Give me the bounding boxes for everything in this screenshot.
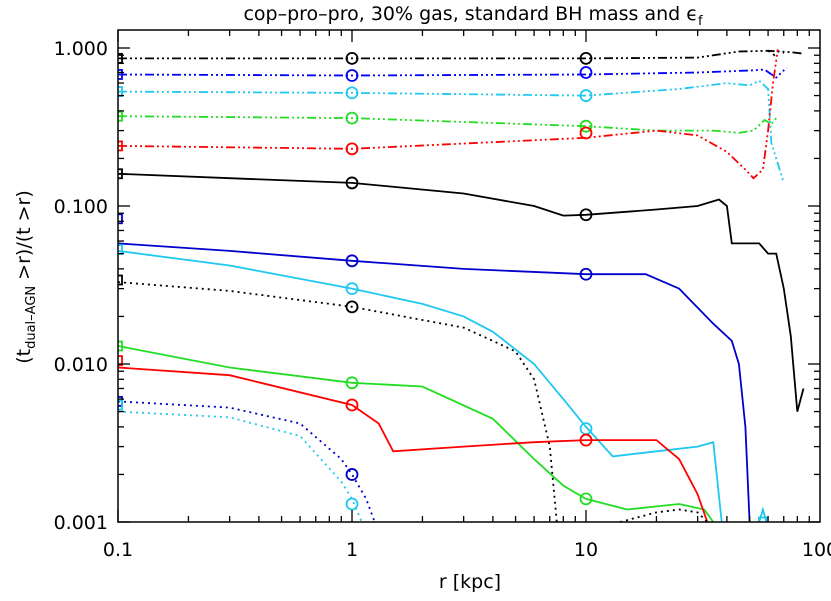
series-0-square xyxy=(118,52,123,64)
series-10-circle-1 xyxy=(579,492,593,506)
series-2-circle-1 xyxy=(579,66,593,79)
series-line-7 xyxy=(118,242,751,522)
series-line-0 xyxy=(118,49,804,60)
y-axis-label-sub: dual–AGN xyxy=(24,286,39,349)
series-line-10 xyxy=(118,345,715,522)
series-2 xyxy=(118,66,788,82)
series-12 xyxy=(118,395,376,522)
series-11-circle-1 xyxy=(579,433,593,447)
series-2-circle-0 xyxy=(345,69,359,82)
series-4-square xyxy=(118,110,123,122)
series-5-circle-1 xyxy=(579,126,593,140)
series-13-square xyxy=(118,399,123,411)
chart-title-text: cop–pro–pro, 30% gas, standard BH mass a… xyxy=(243,3,686,25)
series-5-circle-0 xyxy=(345,142,359,156)
series-0-circle-1 xyxy=(579,51,593,65)
series-0-circle-0 xyxy=(345,51,359,65)
series-7-circle-1 xyxy=(579,267,593,281)
series-line-13 xyxy=(118,410,363,522)
series-line-8 xyxy=(118,250,723,522)
y-axis-label: (tdual–AGN >r)/(t >r) xyxy=(13,190,39,364)
series-line-14 xyxy=(619,508,708,522)
series-15-square xyxy=(757,516,768,522)
x-tick-label: 100 xyxy=(802,539,831,561)
y-axis-label-open: (t xyxy=(13,349,35,364)
series-10-square xyxy=(118,340,123,352)
series-4 xyxy=(118,110,779,134)
series-7-square xyxy=(118,213,123,225)
series-6-square xyxy=(118,168,123,180)
series-6 xyxy=(118,168,805,412)
series-11 xyxy=(118,355,709,522)
series-line-12 xyxy=(118,400,376,522)
series-line-5 xyxy=(118,49,779,180)
series-12-circle-0 xyxy=(345,468,359,481)
series-10-circle-0 xyxy=(345,376,359,390)
series-8-circle-1 xyxy=(579,422,593,436)
plot-frame xyxy=(117,29,821,523)
series-11-circle-0 xyxy=(345,398,359,412)
data-marks xyxy=(118,49,805,522)
series-14 xyxy=(619,508,708,522)
x-ticks: 0.1 1 10 100 xyxy=(103,30,831,561)
series-8-square xyxy=(118,244,123,255)
series-9-circle-0 xyxy=(345,300,359,314)
y-tick-label: 0.001 xyxy=(54,512,108,534)
series-5 xyxy=(118,49,779,180)
x-tick-label: 0.1 xyxy=(103,539,133,561)
x-tick-label: 10 xyxy=(574,539,598,561)
x-tick-label: 1 xyxy=(346,539,358,561)
series-9 xyxy=(118,274,558,522)
series-line-11 xyxy=(118,366,709,522)
series-0 xyxy=(118,49,804,65)
chart-title-symbol: ϵ xyxy=(686,3,698,25)
series-3-square xyxy=(118,86,123,97)
series-8-circle-0 xyxy=(345,282,359,296)
series-11-square xyxy=(118,355,123,367)
x-axis-label: r [kpc] xyxy=(439,571,501,593)
y-tick-label: 0.100 xyxy=(54,196,108,218)
y-ticks: 0.001 0.010 0.100 1.000 xyxy=(54,38,820,534)
y-axis-label-rest: >r)/(t >r) xyxy=(13,190,35,286)
series-line-6 xyxy=(118,172,805,412)
series-3-circle-0 xyxy=(345,86,359,100)
series-6-circle-1 xyxy=(579,208,593,222)
y-tick-label: 1.000 xyxy=(54,38,108,60)
series-4-circle-1 xyxy=(579,119,593,133)
series-7-circle-0 xyxy=(345,254,359,268)
series-line-9 xyxy=(118,281,558,522)
series-4-circle-0 xyxy=(345,111,359,125)
series-15 xyxy=(757,506,768,522)
series-6-circle-0 xyxy=(345,176,359,190)
series-2-square xyxy=(118,69,123,80)
chart-title: cop–pro–pro, 30% gas, standard BH mass a… xyxy=(243,3,702,29)
series-3-circle-1 xyxy=(579,89,593,102)
y-tick-label: 0.010 xyxy=(54,354,108,376)
series-13-circle-0 xyxy=(345,497,359,511)
series-3 xyxy=(118,79,785,184)
series-5-square xyxy=(118,140,123,152)
series-line-3 xyxy=(118,79,785,184)
series-7 xyxy=(118,213,751,522)
series-line-4 xyxy=(118,115,779,134)
series-line-2 xyxy=(118,67,788,79)
chart-title-sub: f xyxy=(698,14,703,29)
series-8 xyxy=(118,244,723,522)
series-13 xyxy=(118,399,363,522)
series-10 xyxy=(118,340,715,522)
series-9-square xyxy=(118,274,123,286)
series-line-15 xyxy=(758,506,768,522)
